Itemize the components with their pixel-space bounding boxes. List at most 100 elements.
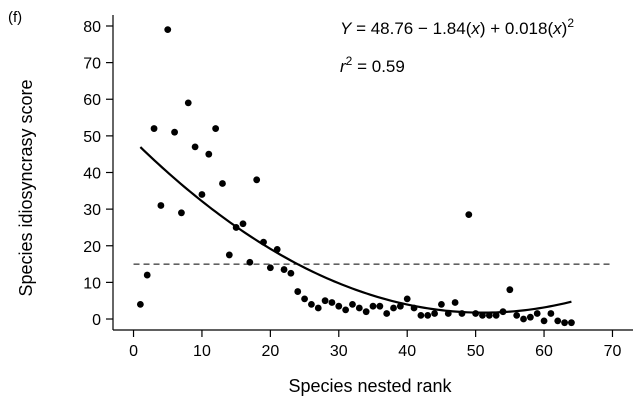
fit-curve [139,146,572,314]
data-point [136,300,144,308]
data-point [294,288,302,295]
data-point [280,266,288,273]
data-point [369,302,377,310]
equation-x1: x [470,19,480,38]
equation-x2: x [552,19,562,38]
y-tick-label: 70 [83,56,101,73]
data-point [314,304,322,312]
equation-part-1: = 48.76 − 1.84( [351,19,471,38]
data-point [451,299,459,306]
data-point [417,311,425,319]
data-point [568,319,575,327]
data-point [260,238,267,246]
data-point [184,99,192,107]
data-point [444,310,452,317]
regression-equation: Y = 48.76 − 1.84(x) + 0.018(x)2 [340,16,574,38]
data-point [328,299,336,306]
data-point [342,306,350,314]
data-point [335,302,343,310]
data-point [424,311,432,319]
data-point [431,310,438,317]
data-point [376,302,384,310]
data-point [513,311,521,319]
data-point [239,220,247,228]
data-point [219,180,226,187]
equation-y-var: Y [340,19,353,38]
data-point [157,202,165,209]
data-point [390,304,397,312]
y-tick-label: 40 [83,166,101,183]
data-point [547,310,555,317]
r-squared-value: = 0.59 [352,57,404,76]
data-point [355,304,363,312]
y-tick-label: 0 [92,312,101,329]
fit-curve-group [139,146,572,314]
data-point [526,313,534,321]
r-squared-label: r2 = 0.59 [340,54,405,76]
data-point [383,310,391,317]
data-point [321,297,329,305]
data-point [349,300,356,308]
data-point [561,319,568,327]
data-point [410,304,418,312]
x-tick-label: 0 [129,343,138,360]
data-point [520,315,527,323]
data-point [164,26,172,34]
data-point [472,310,480,317]
y-tick-label: 30 [83,202,101,219]
axes: 0 10 20 30 40 50 60 70 80 0 10 20 30 40 50 60 70 [83,15,633,360]
equation-part-3: ) [562,19,568,38]
y-tick-label: 20 [83,239,101,256]
data-point [287,269,295,277]
y-tick-label: 60 [83,92,101,109]
data-point [308,300,315,308]
y-tick-label: 50 [83,129,101,146]
y-axis-label: Species idiosyncrasy score [16,79,36,296]
data-point [232,224,240,231]
data-point [492,311,500,319]
data-point [205,150,213,158]
x-axis-label: Species nested rank [288,376,452,396]
data-point [143,271,151,279]
equation-part-2: ) + 0.018( [480,19,554,38]
data-point [301,295,308,303]
x-tick-label: 70 [604,343,622,360]
data-point [499,308,507,316]
data-point [403,295,411,303]
data-point [485,311,493,319]
data-point [506,286,514,294]
y-tick-label: 80 [83,19,101,36]
data-point [396,302,404,310]
data-point [554,317,562,325]
data-point [540,317,548,325]
data-point [246,258,254,266]
data-point [362,308,370,316]
x-tick-label: 50 [467,343,485,360]
data-point [212,125,220,132]
r-exponent: 2 [346,54,353,68]
data-point [178,209,185,217]
data-point [465,211,473,219]
x-tick-label: 20 [261,343,279,360]
data-points [136,26,575,327]
x-tick-label: 60 [535,343,553,360]
data-point [150,125,158,132]
x-tick-label: 10 [193,343,211,360]
data-point [253,176,261,184]
data-point [533,310,541,317]
panel-label: (f) [8,9,22,26]
data-point [225,251,233,259]
x-tick-label: 30 [330,343,348,360]
x-tick-label: 40 [398,343,416,360]
data-point [171,128,178,136]
data-point [198,191,206,198]
data-point [458,310,466,317]
data-point [438,300,445,308]
r-var: r [340,57,347,76]
data-point [479,311,486,319]
equation-exponent: 2 [567,16,574,30]
data-point [273,246,281,253]
data-point [266,264,274,272]
y-tick-label: 10 [83,275,101,292]
